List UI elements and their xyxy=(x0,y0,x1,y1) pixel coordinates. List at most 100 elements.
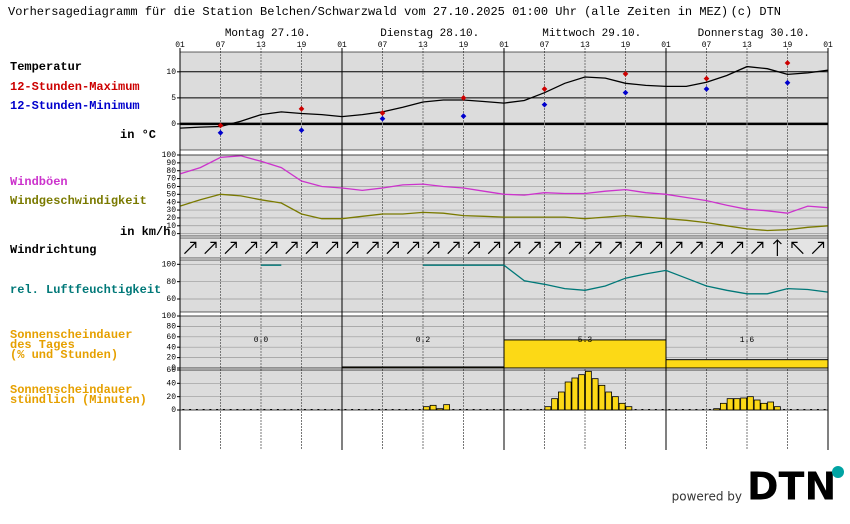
panel-label: Sonnenscheindauer xyxy=(10,383,132,397)
wind-arrow xyxy=(772,239,782,256)
panel-border xyxy=(179,259,829,313)
sunshine-minutes-bar xyxy=(195,409,198,410)
temperature-point xyxy=(460,113,467,119)
wind-arrow xyxy=(730,241,744,255)
sunshine-minutes-bar xyxy=(364,409,367,410)
hour-label: 13 xyxy=(580,41,590,50)
hour-label: 19 xyxy=(459,41,469,50)
sunshine-minutes-bar xyxy=(540,409,543,410)
y-tick-label: 100 xyxy=(162,151,177,160)
temperature-point xyxy=(784,79,791,86)
temperature-point xyxy=(703,86,710,92)
hour-label: 19 xyxy=(621,41,631,50)
sunshine-minutes-bar xyxy=(256,409,259,410)
temperature-point xyxy=(703,75,710,82)
sunshine-minutes-bar xyxy=(789,409,792,410)
unit-label: in km/h xyxy=(120,225,170,239)
sunshine-minutes-bar xyxy=(465,409,468,410)
hour-label: 13 xyxy=(256,41,266,50)
sunshine-minutes-bar xyxy=(695,409,698,410)
sunshine-minutes-bar xyxy=(641,409,644,410)
y-tick-label: 40 xyxy=(166,379,176,388)
y-tick-label: 100 xyxy=(162,312,177,321)
day-label: Mittwoch 29.10. xyxy=(542,28,641,40)
sunshine-minutes-bar xyxy=(249,409,252,410)
wind-arrow xyxy=(690,241,703,255)
wind-arrow xyxy=(811,241,825,255)
sunshine-minutes-bar xyxy=(810,409,813,410)
legend-label: 12-Stunden-Maximum xyxy=(10,80,140,94)
sunshine-minutes-bar xyxy=(297,409,300,410)
sunshine-minutes-bar xyxy=(605,391,613,411)
temperature-point xyxy=(541,101,548,108)
sunshine-minutes-bar xyxy=(733,398,741,411)
sunshine-minutes-bar xyxy=(585,370,592,411)
sunshine-minutes-bar xyxy=(506,409,509,410)
temperature-point xyxy=(379,115,386,122)
sunshine-hours: 5.3 xyxy=(578,336,593,345)
sunshine-minutes-bar xyxy=(578,374,586,411)
wind-arrow xyxy=(670,241,683,255)
sunshine-minutes-bar xyxy=(823,409,826,410)
sunshine-minutes-bar xyxy=(661,409,664,410)
panel-border xyxy=(179,369,829,411)
day-label: Donnerstag 30.10. xyxy=(698,28,810,40)
sunshine-minutes-bar xyxy=(618,402,626,411)
sunshine-minutes-bar xyxy=(371,409,374,410)
hour-label: 19 xyxy=(783,41,793,50)
sunshine-minutes-bar xyxy=(283,409,286,410)
wind-arrow xyxy=(265,241,278,255)
y-tick-label: 40 xyxy=(166,343,176,352)
y-tick-label: 50 xyxy=(166,190,176,199)
sunshine-minutes-bar xyxy=(648,409,651,410)
y-tick-label: 60 xyxy=(166,366,176,375)
y-tick-label: 30 xyxy=(166,206,176,215)
sunshine-minutes-bar xyxy=(708,409,711,410)
sunshine-minutes-bar xyxy=(398,409,401,410)
temperature-point xyxy=(784,60,791,66)
sunshine-minutes-bar xyxy=(344,409,347,410)
hour-label: 01 xyxy=(499,41,509,50)
temperature-point xyxy=(217,129,224,136)
legend-label: Windgeschwindigkeit xyxy=(10,194,147,208)
y-tick-label: 80 xyxy=(166,278,176,287)
series-line xyxy=(179,193,829,232)
temperature-point xyxy=(298,127,305,134)
hour-label: 07 xyxy=(216,41,226,50)
sunshine-minutes-bar xyxy=(324,409,327,410)
sunshine-minutes-bar xyxy=(551,398,559,411)
y-tick-label: 80 xyxy=(166,323,176,332)
sunshine-minutes-bar xyxy=(229,409,232,410)
panel-label: des Tages xyxy=(10,338,75,352)
legend-label: rel. Luftfeuchtigkeit xyxy=(10,283,161,297)
sunshine-minutes-bar xyxy=(472,409,475,410)
wind-arrow xyxy=(325,241,339,255)
sunshine-minutes-bar xyxy=(753,399,761,411)
sunshine-minutes-bar xyxy=(688,409,691,410)
series-line xyxy=(261,264,829,295)
y-tick-label: 20 xyxy=(166,354,176,363)
sunshine-minutes-bar xyxy=(209,409,212,410)
sunshine-minutes-bar xyxy=(216,409,219,410)
sunshine-minutes-bar xyxy=(675,409,678,410)
sunshine-minutes-bar xyxy=(317,409,320,410)
hour-label: 01 xyxy=(823,41,833,50)
sunshine-minutes-bar xyxy=(612,396,619,411)
sunshine-minutes-bar xyxy=(760,402,768,411)
sunshine-minutes-bar xyxy=(492,409,495,410)
wind-arrow xyxy=(204,241,217,255)
sunshine-minutes-bar xyxy=(337,409,340,410)
sunshine-bar xyxy=(665,359,829,369)
sunshine-minutes-bar xyxy=(263,409,266,410)
wind-arrow xyxy=(609,241,622,255)
y-tick-label: 70 xyxy=(166,175,176,184)
sunshine-minutes-bar xyxy=(783,409,786,410)
sunshine-minutes-bar xyxy=(182,409,185,410)
sunshine-minutes-bar xyxy=(303,409,306,410)
unit-label: in °C xyxy=(120,128,156,142)
y-tick-label: 100 xyxy=(162,260,177,269)
wind-arrow xyxy=(366,241,379,255)
panel-border xyxy=(179,315,829,369)
sunshine-minutes-bar xyxy=(796,409,799,410)
